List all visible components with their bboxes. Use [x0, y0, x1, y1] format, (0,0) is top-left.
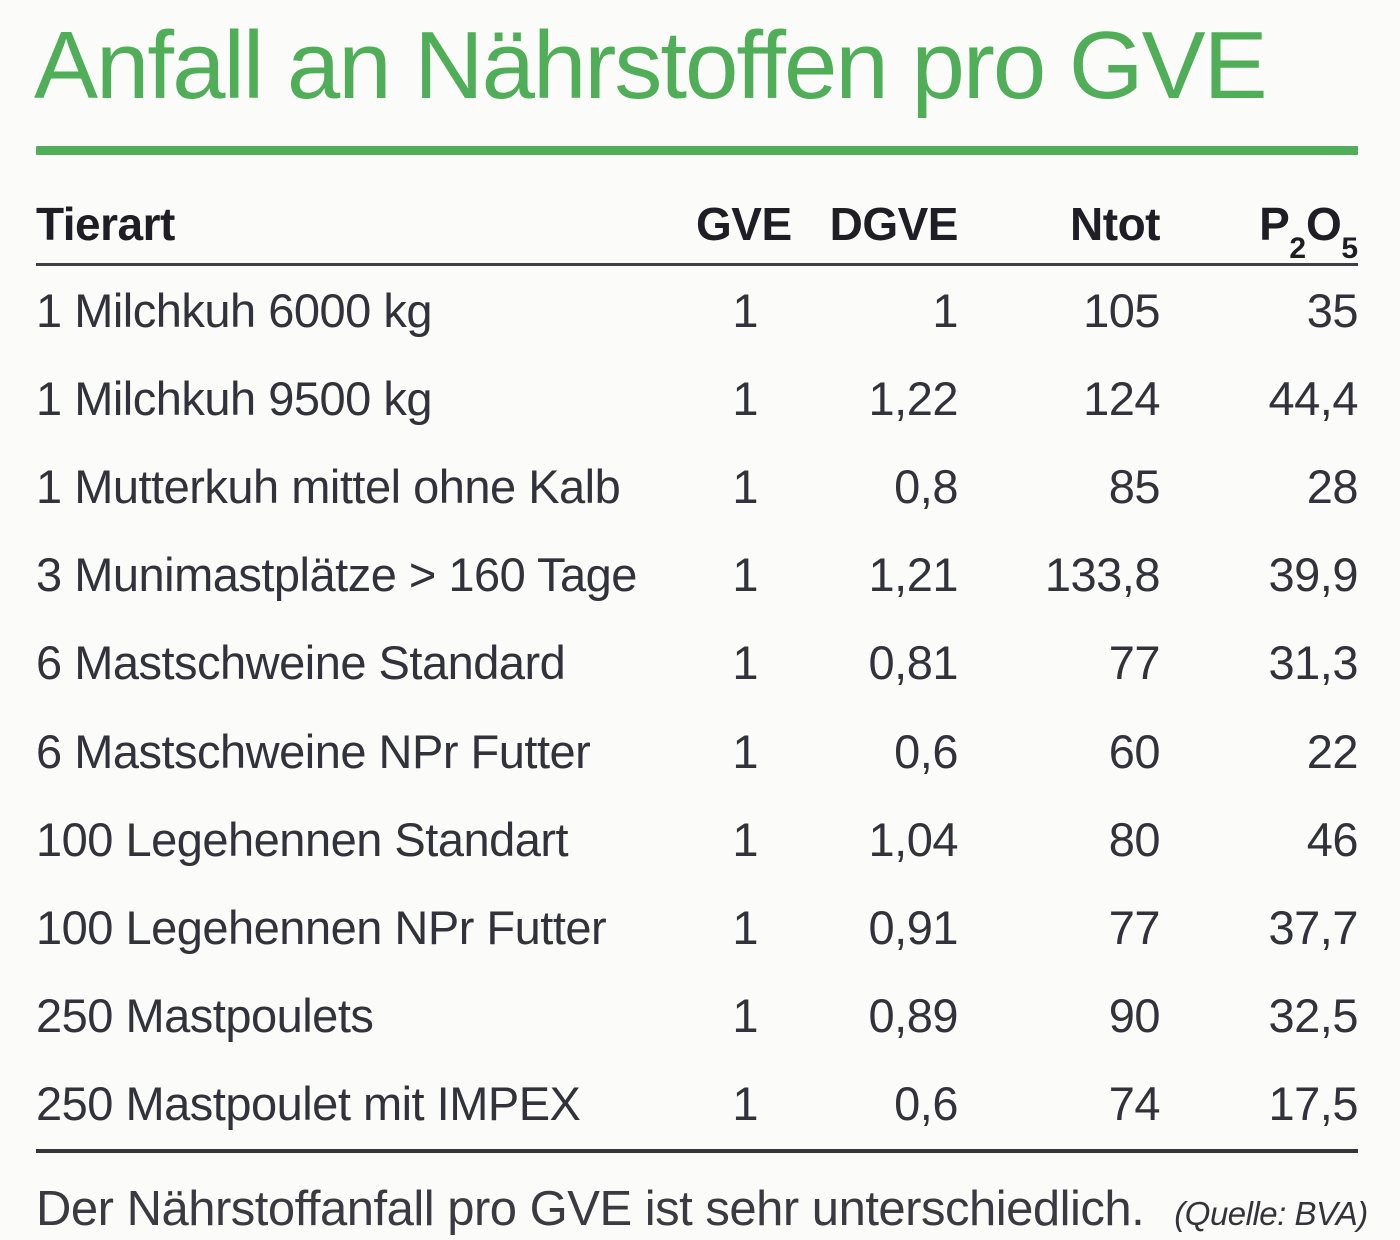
table-bottom-rule [36, 1149, 1358, 1153]
page-title: Anfall an Nährstoffen pro GVE [34, 12, 1268, 119]
table-row: 100 Legehennen Standart 1 1,04 80 46 [36, 795, 1359, 883]
table-row: 1 Milchkuh 6000 kg 1 1 105 35 [36, 266, 1359, 354]
column-header-tierart: Tierart [36, 198, 175, 250]
cell-p2o5: 46 [1306, 812, 1359, 866]
cell-p2o5: 37,7 [1268, 900, 1359, 954]
cell-ntot: 85 [1108, 459, 1161, 513]
cell-ntot: 74 [1108, 1077, 1161, 1131]
cell-dgve: 0,91 [868, 900, 959, 954]
cell-tierart: 250 Mastpoulet mit IMPEX [36, 1077, 581, 1131]
cell-gve: 1 [732, 548, 758, 602]
column-header-gve: GVE [696, 198, 792, 250]
cell-dgve: 0,8 [894, 459, 958, 513]
cell-gve: 1 [732, 989, 758, 1043]
cell-tierart: 3 Munimastplätze > 160 Tage [36, 548, 637, 602]
table-row: 100 Legehennen NPr Futter 1 0,91 77 37,7 [36, 883, 1359, 971]
p2o5-mid: O [1306, 198, 1342, 250]
cell-ntot: 77 [1108, 636, 1161, 690]
cell-dgve: 1,04 [868, 812, 959, 866]
cell-gve: 1 [732, 371, 758, 425]
table-row: 6 Mastschweine Standard 1 0,81 77 31,3 [36, 619, 1359, 707]
cell-gve: 1 [732, 636, 758, 690]
table-row: 1 Mutterkuh mittel ohne Kalb 1 0,8 85 28 [36, 442, 1359, 530]
cell-ntot: 77 [1108, 900, 1161, 954]
cell-p2o5: 17,5 [1268, 1077, 1359, 1131]
cell-dgve: 0,6 [894, 1077, 958, 1131]
cell-p2o5: 22 [1306, 724, 1359, 778]
cell-gve: 1 [732, 283, 758, 337]
cell-p2o5: 31,3 [1268, 636, 1359, 690]
table-header-row: Tierart GVE DGVE Ntot P2O5 [36, 198, 1358, 264]
cell-ntot: 90 [1108, 989, 1161, 1043]
header-divider-rule [36, 263, 1358, 266]
cell-p2o5: 39,9 [1268, 548, 1359, 602]
cell-gve: 1 [732, 900, 758, 954]
cell-tierart: 100 Legehennen NPr Futter [36, 900, 607, 954]
cell-tierart: 100 Legehennen Standart [36, 812, 569, 866]
source-credit: (Quelle: BVA) [1174, 1195, 1368, 1232]
cell-ntot: 133,8 [1044, 548, 1161, 602]
cell-tierart: 1 Milchkuh 9500 kg [36, 371, 432, 425]
cell-gve: 1 [732, 1077, 758, 1131]
caption-row: Der Nährstoffanfall pro GVE ist sehr unt… [36, 1180, 1368, 1238]
cell-p2o5: 35 [1306, 283, 1359, 337]
table-row: 250 Mastpoulet mit IMPEX 1 0,6 74 17,5 [36, 1060, 1359, 1148]
column-header-ntot: Ntot [1070, 198, 1160, 250]
table-row: 250 Mastpoulets 1 0,89 90 32,5 [36, 972, 1359, 1060]
cell-dgve: 0,89 [868, 989, 959, 1043]
column-header-dgve: DGVE [829, 198, 959, 250]
cell-dgve: 1,21 [868, 548, 959, 602]
cell-tierart: 250 Mastpoulets [36, 989, 374, 1043]
cell-tierart: 6 Mastschweine NPr Futter [36, 724, 591, 778]
table-row: 6 Mastschweine NPr Futter 1 0,6 60 22 [36, 707, 1359, 795]
cell-gve: 1 [732, 724, 758, 778]
cell-p2o5: 32,5 [1268, 989, 1359, 1043]
cell-gve: 1 [732, 812, 758, 866]
table-row: 3 Munimastplätze > 160 Tage 1 1,21 133,8… [36, 531, 1359, 619]
cell-dgve: 1 [932, 283, 958, 337]
cell-gve: 1 [732, 459, 758, 513]
cell-p2o5: 28 [1306, 459, 1359, 513]
column-header-p2o5: P2O5 [1160, 198, 1358, 264]
cell-ntot: 105 [1083, 283, 1160, 337]
cell-dgve: 0,81 [868, 636, 959, 690]
p2o5-base: P [1259, 198, 1290, 250]
table-body: 1 Milchkuh 6000 kg 1 1 105 35 1 Milchkuh… [36, 266, 1359, 1148]
cell-tierart: 1 Milchkuh 6000 kg [36, 283, 432, 337]
p2o5-subscript-2: 2 [1289, 232, 1307, 265]
cell-tierart: 6 Mastschweine Standard [36, 636, 566, 690]
caption-text: Der Nährstoffanfall pro GVE ist sehr unt… [36, 1182, 1145, 1236]
cell-dgve: 1,22 [868, 371, 959, 425]
cell-dgve: 0,6 [894, 724, 958, 778]
cell-ntot: 80 [1108, 812, 1161, 866]
table-row: 1 Milchkuh 9500 kg 1 1,22 124 44,4 [36, 354, 1359, 442]
cell-tierart: 1 Mutterkuh mittel ohne Kalb [36, 459, 621, 513]
p2o5-subscript-5: 5 [1341, 232, 1358, 265]
cell-ntot: 124 [1083, 371, 1160, 425]
title-divider-rule [36, 146, 1358, 155]
cell-p2o5: 44,4 [1268, 371, 1359, 425]
cell-ntot: 60 [1108, 724, 1161, 778]
